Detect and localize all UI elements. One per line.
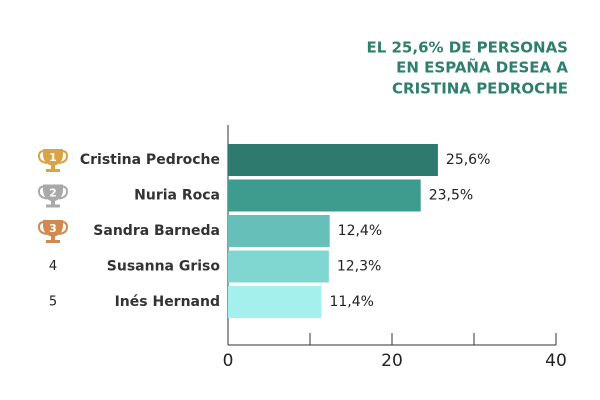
trophy-handles	[37, 221, 69, 235]
value-label: 12,3%	[337, 259, 381, 275]
trophy-cup	[43, 220, 63, 237]
trophy-base	[46, 169, 60, 172]
value-label: 25,6%	[446, 152, 490, 168]
category-label: Sandra Barneda	[93, 223, 220, 239]
bar	[228, 179, 421, 212]
trophy-base	[46, 240, 60, 243]
bar	[228, 250, 329, 283]
category-label: Cristina Pedroche	[80, 152, 220, 168]
trophy-handles	[37, 150, 69, 164]
value-label: 11,4%	[329, 294, 373, 310]
chart-title: CRISTINA PEDROCHE	[392, 80, 568, 98]
trophy-stem	[51, 165, 55, 169]
trophy-handles	[37, 185, 69, 200]
bar	[228, 215, 330, 247]
x-tick-label: 40	[545, 351, 567, 371]
rank-label: 4	[49, 259, 57, 274]
rank-label: 2	[49, 187, 57, 200]
rank-label: 5	[49, 295, 57, 310]
chart-title: EN ESPAÑA DESEA A	[396, 58, 568, 77]
rank-label: 1	[49, 151, 57, 164]
chart-title: EL 25,6% DE PERSONAS	[366, 39, 568, 57]
bar	[228, 286, 322, 318]
trophy-cup	[43, 184, 63, 202]
trophy-cup	[43, 149, 63, 166]
value-label: 23,5%	[429, 188, 473, 204]
value-label: 12,4%	[338, 223, 382, 239]
trophy-base	[46, 204, 60, 208]
x-tick-label: 20	[381, 351, 403, 371]
category-label: Nuria Roca	[134, 188, 220, 204]
x-tick-label: 0	[223, 351, 234, 371]
trophy-stem	[51, 236, 55, 240]
bar	[228, 144, 438, 176]
trophy-stem	[51, 200, 55, 205]
category-label: Inés Hernand	[115, 294, 220, 310]
category-label: Susanna Griso	[107, 259, 221, 275]
rank-label: 3	[49, 222, 57, 235]
